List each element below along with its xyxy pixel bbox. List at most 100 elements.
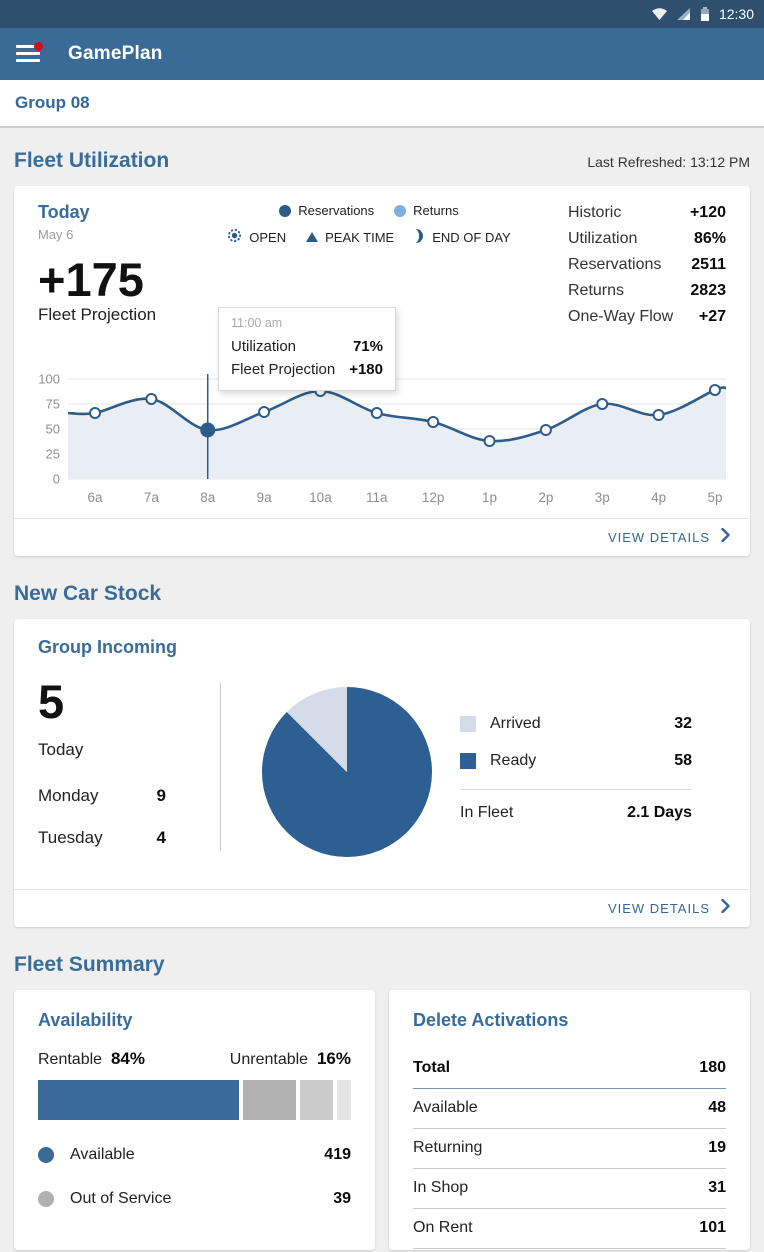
legend-reservations: Reservations	[279, 203, 374, 218]
new-car-stock-view-details-button[interactable]: VIEW DETAILS	[14, 889, 750, 927]
table-row-total: Total 180	[413, 1049, 726, 1089]
fleet-utilization-card: Today May 6 Reservations Returns	[14, 186, 750, 556]
availability-title: Availability	[38, 1010, 133, 1030]
svg-text:3p: 3p	[595, 490, 610, 505]
svg-text:10a: 10a	[309, 490, 332, 505]
app-title: GamePlan	[68, 43, 163, 64]
triangle-icon	[306, 230, 319, 245]
reservations-dot-icon	[279, 204, 292, 217]
out-of-service-dot-icon	[38, 1191, 54, 1207]
moon-icon	[414, 228, 425, 246]
today-label: Today	[38, 202, 90, 222]
tooltip-time: 11:00 am	[231, 316, 283, 330]
vertical-divider	[220, 683, 221, 851]
legend-end-of-day: END OF DAY	[414, 228, 511, 246]
delete-activations-title: Delete Activations	[413, 1010, 569, 1030]
availability-stacked-bar	[38, 1080, 351, 1120]
chevron-right-icon	[721, 527, 730, 547]
legend-ready-row: Ready 58	[460, 752, 692, 770]
breadcrumb-group-label[interactable]: Group 08	[15, 93, 90, 112]
chart-tooltip: 11:00 am Utilization 71% Fleet Projection…	[218, 307, 396, 391]
svg-text:25: 25	[46, 447, 60, 462]
table-row-returning: Returning 19	[413, 1129, 726, 1169]
stat-historic: Historic +120	[568, 204, 726, 221]
svg-text:5p: 5p	[707, 490, 722, 505]
bar-segment-unrentable-c	[337, 1080, 351, 1120]
legend-arrived-row: Arrived 32	[460, 715, 692, 733]
stat-one-way-flow: One-Way Flow +27	[568, 308, 726, 325]
svg-text:11a: 11a	[366, 490, 388, 505]
notification-dot	[34, 42, 43, 51]
incoming-upcoming-list: Monday 9 Tuesday 4	[38, 786, 166, 870]
fleet-projection-value: +175	[38, 253, 144, 306]
incoming-tuesday-row: Tuesday 4	[38, 828, 166, 847]
stat-utilization: Utilization 86%	[568, 230, 726, 247]
last-refreshed-label: Last Refreshed: 13:12 PM	[587, 154, 750, 170]
table-row-in-shop: In Shop 31	[413, 1169, 726, 1209]
rentable-label: Rentable 84%	[38, 1049, 145, 1068]
unrentable-label: Unrentable 16%	[229, 1049, 351, 1068]
svg-text:50: 50	[46, 422, 60, 437]
group-incoming-card: Group Incoming 5 Today Monday 9 Tuesday 4 …	[14, 619, 750, 927]
svg-text:4p: 4p	[651, 490, 666, 505]
app-bar: GamePlan	[0, 28, 764, 80]
section-title-fleet-summary: Fleet Summary	[14, 953, 165, 976]
stat-returns: Returns 2823	[568, 282, 726, 299]
incoming-today-count: 5	[38, 675, 65, 728]
sun-icon	[227, 228, 242, 246]
menu-button[interactable]	[16, 42, 43, 63]
in-fleet-row: In Fleet 2.1 Days	[460, 804, 692, 821]
svg-text:2p: 2p	[538, 490, 553, 505]
svg-text:8a: 8a	[200, 490, 216, 505]
legend-open: OPEN	[227, 228, 286, 246]
tooltip-projection-row: Fleet Projection +180	[231, 361, 383, 378]
battery-icon	[700, 7, 710, 21]
incoming-today-label: Today	[38, 740, 84, 759]
table-row-on-rent: On Rent 101	[413, 1209, 726, 1249]
bar-segment-unrentable-b	[300, 1080, 334, 1120]
availability-card: Availability Rentable 84% Unrentable 16%…	[14, 990, 375, 1250]
incoming-pie-chart	[262, 687, 432, 857]
incoming-monday-row: Monday 9	[38, 786, 166, 805]
ready-swatch-icon	[460, 753, 476, 769]
status-time: 12:30	[718, 6, 754, 22]
signal-icon	[676, 8, 691, 20]
wifi-icon	[651, 8, 667, 20]
svg-text:100: 100	[38, 372, 60, 387]
section-title-fleet-utilization: Fleet Utilization	[14, 149, 170, 172]
utilization-stats: Historic +120 Utilization 86% Reservations…	[568, 200, 726, 330]
svg-text:12p: 12p	[422, 490, 445, 505]
legend-returns: Returns	[394, 203, 459, 218]
out-of-service-row: Out of Service 39	[38, 1190, 351, 1208]
date-label: May 6	[38, 227, 74, 242]
bar-segment-unrentable-a	[243, 1080, 297, 1120]
status-bar: 12:30	[0, 0, 764, 28]
incoming-legend: Arrived 32 Ready 58 In Fleet 2.1 Days	[460, 715, 692, 822]
delete-activations-card: Delete Activations Total 180 Available 48 …	[389, 990, 750, 1250]
stat-reservations: Reservations 2511	[568, 256, 726, 273]
tooltip-utilization-row: Utilization 71%	[231, 338, 383, 355]
svg-text:9a: 9a	[257, 490, 273, 505]
available-row: Available 419	[38, 1146, 351, 1164]
returns-dot-icon	[394, 204, 407, 217]
chevron-right-icon	[721, 898, 730, 918]
svg-text:6a: 6a	[87, 490, 103, 505]
svg-text:0: 0	[53, 472, 60, 487]
utilization-line-chart[interactable]: 0 25 50 75 100 6a 7a 8a 9a 10a 11a 12p 1p 2p 3p 4p 5p	[14, 369, 750, 511]
fleet-utilization-view-details-button[interactable]: VIEW DETAILS	[14, 518, 750, 556]
svg-text:75: 75	[46, 397, 60, 412]
svg-text:1p: 1p	[482, 490, 497, 505]
group-incoming-title: Group Incoming	[38, 637, 177, 657]
svg-text:7a: 7a	[144, 490, 160, 505]
available-dot-icon	[38, 1147, 54, 1163]
section-title-new-car-stock: New Car Stock	[14, 582, 162, 605]
delete-activations-table: Total 180 Available 48 Returning 19 In Shop…	[413, 1049, 726, 1249]
bar-segment-rentable	[38, 1080, 240, 1120]
table-row-available: Available 48	[413, 1089, 726, 1129]
legend-peak-time: PEAK TIME	[306, 230, 394, 245]
breadcrumb: Group 08	[0, 80, 764, 128]
legend-divider	[460, 789, 692, 790]
chart-legend: Reservations Returns OPEN	[219, 203, 519, 256]
fleet-projection-label: Fleet Projection	[38, 305, 157, 324]
